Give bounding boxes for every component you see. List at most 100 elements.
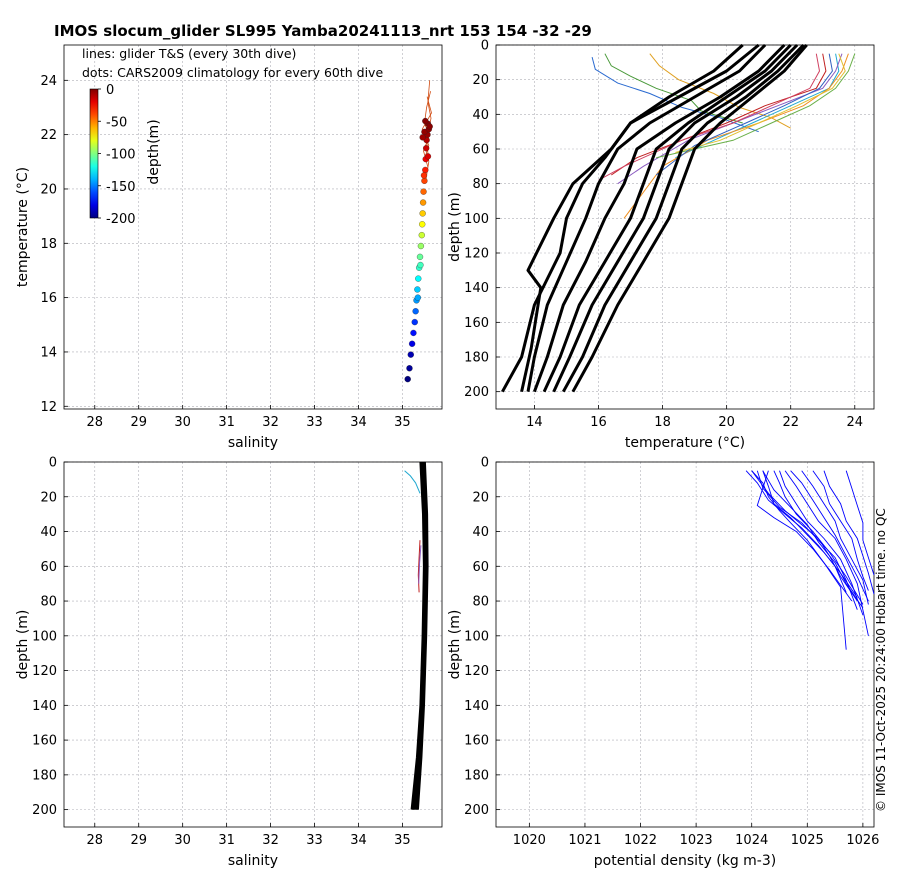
x-axis-label: temperature (°C) (625, 435, 745, 451)
y-tick-label: 0 (481, 456, 489, 471)
density-profile (756, 470, 853, 602)
y-axis-label: depth (m) (15, 610, 31, 680)
x-tick-label: 20 (718, 415, 735, 430)
climatology-temperature-profile (542, 43, 792, 393)
glider-temperature-profile (656, 53, 856, 159)
colorbar-tick-label: -150 (106, 180, 136, 195)
x-tick-label: 34 (350, 415, 367, 430)
density-profile (845, 470, 875, 576)
density-profile (773, 470, 864, 605)
y-tick-label: 20 (472, 490, 489, 505)
y-tick-label: 60 (40, 560, 57, 575)
x-tick-label: 35 (394, 415, 411, 430)
x-tick-label: 31 (218, 415, 235, 430)
climatology-dot (412, 308, 419, 315)
y-tick-label: 140 (32, 699, 57, 714)
colorbar-tick-label: 0 (106, 83, 114, 98)
climatology-temperature-profile (532, 43, 786, 393)
climatology-dot (419, 210, 426, 217)
glider-salinity-profile (418, 545, 422, 584)
x-tick-label: 1026 (846, 833, 879, 848)
climatology-dot (419, 199, 427, 206)
plot-frame (63, 461, 443, 828)
x-tick-label: 34 (350, 833, 367, 848)
y-tick-label: 40 (40, 525, 57, 540)
climatology-temperature-profile (571, 44, 808, 393)
x-tick-label: 1025 (791, 833, 824, 848)
glider-temperature-profile (598, 53, 821, 181)
colorbar-tick-label: -100 (106, 148, 136, 163)
y-axis-label: depth (m) (447, 610, 463, 680)
x-tick-label: 1021 (568, 833, 601, 848)
y-tick-label: 80 (472, 177, 489, 192)
climatology-dot (415, 275, 422, 282)
y-tick-label: 140 (464, 699, 489, 714)
climatology-dot (411, 318, 418, 326)
y-tick-label: 160 (32, 734, 57, 749)
y-tick-label: 120 (32, 664, 57, 679)
y-tick-label: 180 (32, 768, 57, 783)
y-tick-label: 0 (481, 39, 489, 54)
x-tick-label: 16 (590, 415, 607, 430)
plot-frame (495, 44, 875, 410)
x-tick-label: 30 (174, 833, 191, 848)
page-title: IMOS slocum_glider SL995 Yamba20241113_n… (54, 22, 592, 40)
density-profile (762, 470, 864, 609)
climatology-dot (420, 188, 427, 195)
glider-temperature-profile (611, 53, 827, 176)
x-tick-label: 18 (654, 415, 671, 430)
y-tick-label: 180 (464, 351, 489, 366)
plot-frame (495, 461, 875, 828)
climatology-dot (408, 340, 416, 347)
y-tick-label: 180 (464, 768, 489, 783)
y-tick-label: 200 (464, 385, 489, 400)
density-profile (790, 470, 869, 602)
y-tick-label: 22 (40, 128, 57, 143)
glider-temperature-profile (675, 53, 840, 159)
density-profile (784, 470, 869, 636)
y-tick-label: 200 (32, 803, 57, 818)
y-tick-label: 14 (40, 345, 57, 360)
colorbar (89, 88, 99, 219)
plot-frame (63, 44, 443, 410)
density-profile (823, 470, 875, 595)
climatology-dot (410, 329, 417, 337)
y-tick-label: 24 (40, 74, 57, 89)
x-axis-label: salinity (228, 435, 278, 451)
climatology-salinity-profile (414, 461, 429, 810)
glider-temperature-profile (591, 56, 759, 133)
y-tick-label: 120 (464, 247, 489, 262)
y-axis-label: temperature (°C) (15, 167, 31, 287)
x-tick-label: 33 (306, 415, 323, 430)
y-tick-label: 140 (464, 281, 489, 296)
y-tick-label: 160 (464, 734, 489, 749)
climatology-dot (419, 134, 426, 141)
climatology-dot (417, 261, 424, 269)
x-tick-label: 32 (262, 415, 279, 430)
climatology-dot (414, 294, 421, 301)
density-profile (779, 470, 864, 616)
y-tick-label: 120 (464, 664, 489, 679)
x-tick-label: 31 (218, 833, 235, 848)
x-tick-label: 29 (130, 833, 147, 848)
colorbar-tick-label: -200 (106, 212, 136, 227)
y-tick-label: 18 (40, 237, 57, 252)
x-tick-label: 1023 (680, 833, 713, 848)
x-axis-label: salinity (228, 853, 278, 869)
y-tick-label: 40 (472, 525, 489, 540)
x-tick-label: 1020 (513, 833, 546, 848)
climatology-dot (406, 365, 413, 372)
y-tick-label: 16 (40, 291, 57, 306)
y-tick-label: 0 (49, 456, 57, 471)
y-tick-label: 100 (32, 629, 57, 644)
climatology-dot (423, 145, 430, 152)
climatology-dot (421, 177, 428, 184)
glider-temperature-profile (675, 53, 846, 153)
climatology-dot (424, 153, 432, 160)
x-tick-label: 24 (847, 415, 864, 430)
climatology-dot (420, 172, 428, 179)
y-tick-label: 100 (464, 212, 489, 227)
climatology-temperature-profile (520, 43, 744, 393)
climatology-dot (422, 117, 429, 125)
